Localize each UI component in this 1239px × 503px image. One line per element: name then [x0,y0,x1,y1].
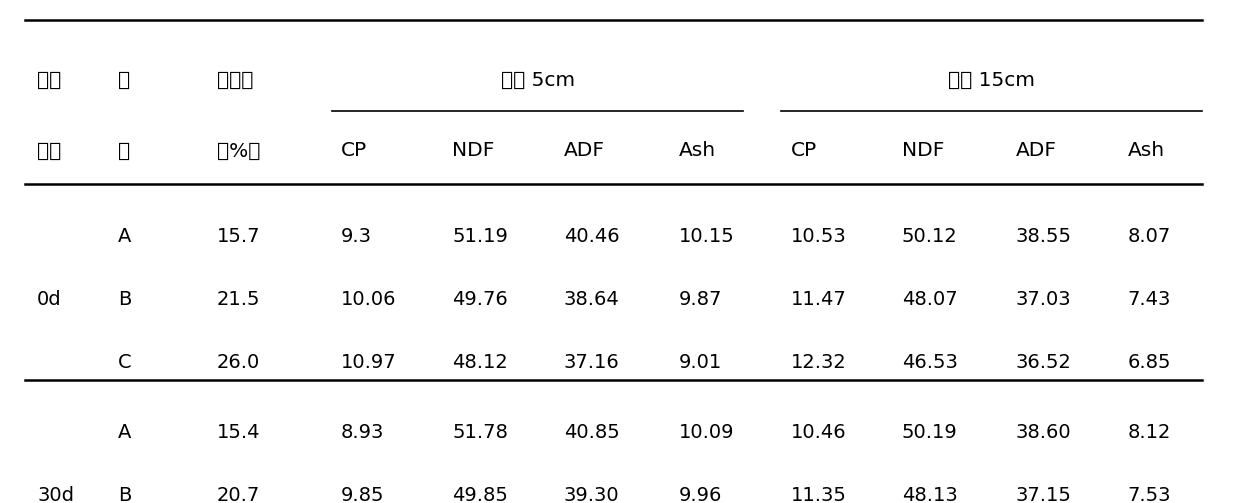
Text: 37.16: 37.16 [564,353,620,372]
Text: A: A [118,227,131,246]
Text: 10.46: 10.46 [790,423,846,442]
Text: C: C [118,353,131,372]
Text: 48.13: 48.13 [902,486,958,503]
Text: 9.01: 9.01 [679,353,722,372]
Text: 8.12: 8.12 [1127,423,1171,442]
Text: 38.55: 38.55 [1016,227,1072,246]
Text: 20.7: 20.7 [217,486,260,503]
Text: 处: 处 [118,71,130,90]
Text: 10.06: 10.06 [341,290,396,309]
Text: 50.19: 50.19 [902,423,958,442]
Text: 留茬 5cm: 留茬 5cm [501,71,575,90]
Text: B: B [118,486,131,503]
Text: （%）: （%） [217,141,260,160]
Text: 12.32: 12.32 [790,353,846,372]
Text: 37.03: 37.03 [1016,290,1072,309]
Text: 50.12: 50.12 [902,227,958,246]
Text: 36.52: 36.52 [1016,353,1072,372]
Text: ADF: ADF [564,141,605,160]
Text: 8.07: 8.07 [1127,227,1171,246]
Text: CP: CP [341,141,367,160]
Text: 时间: 时间 [37,141,62,160]
Text: 7.43: 7.43 [1127,290,1171,309]
Text: 38.60: 38.60 [1016,423,1072,442]
Text: 51.78: 51.78 [452,423,508,442]
Text: 9.85: 9.85 [341,486,384,503]
Text: 11.47: 11.47 [790,290,846,309]
Text: 46.53: 46.53 [902,353,958,372]
Text: 理: 理 [118,141,130,160]
Text: 9.96: 9.96 [679,486,722,503]
Text: CP: CP [790,141,817,160]
Text: ADF: ADF [1016,141,1057,160]
Text: 15.4: 15.4 [217,423,260,442]
Text: Ash: Ash [679,141,716,160]
Text: 0d: 0d [37,290,62,309]
Text: 38.64: 38.64 [564,290,620,309]
Text: 10.15: 10.15 [679,227,735,246]
Text: 11.35: 11.35 [790,486,846,503]
Text: 10.97: 10.97 [341,353,396,372]
Text: 贮藏: 贮藏 [37,71,62,90]
Text: 15.7: 15.7 [217,227,260,246]
Text: 含水量: 含水量 [217,71,253,90]
Text: 48.12: 48.12 [452,353,508,372]
Text: 6.85: 6.85 [1127,353,1171,372]
Text: 留茬 15cm: 留茬 15cm [948,71,1035,90]
Text: 10.53: 10.53 [790,227,846,246]
Text: 26.0: 26.0 [217,353,260,372]
Text: 49.76: 49.76 [452,290,508,309]
Text: 51.19: 51.19 [452,227,508,246]
Text: 10.09: 10.09 [679,423,735,442]
Text: 37.15: 37.15 [1016,486,1072,503]
Text: NDF: NDF [902,141,944,160]
Text: 48.07: 48.07 [902,290,958,309]
Text: 49.85: 49.85 [452,486,508,503]
Text: B: B [118,290,131,309]
Text: 7.53: 7.53 [1127,486,1171,503]
Text: 30d: 30d [37,486,74,503]
Text: Ash: Ash [1127,141,1165,160]
Text: 8.93: 8.93 [341,423,384,442]
Text: NDF: NDF [452,141,494,160]
Text: A: A [118,423,131,442]
Text: 21.5: 21.5 [217,290,260,309]
Text: 39.30: 39.30 [564,486,620,503]
Text: 9.87: 9.87 [679,290,722,309]
Text: 40.46: 40.46 [564,227,620,246]
Text: 40.85: 40.85 [564,423,620,442]
Text: 9.3: 9.3 [341,227,372,246]
